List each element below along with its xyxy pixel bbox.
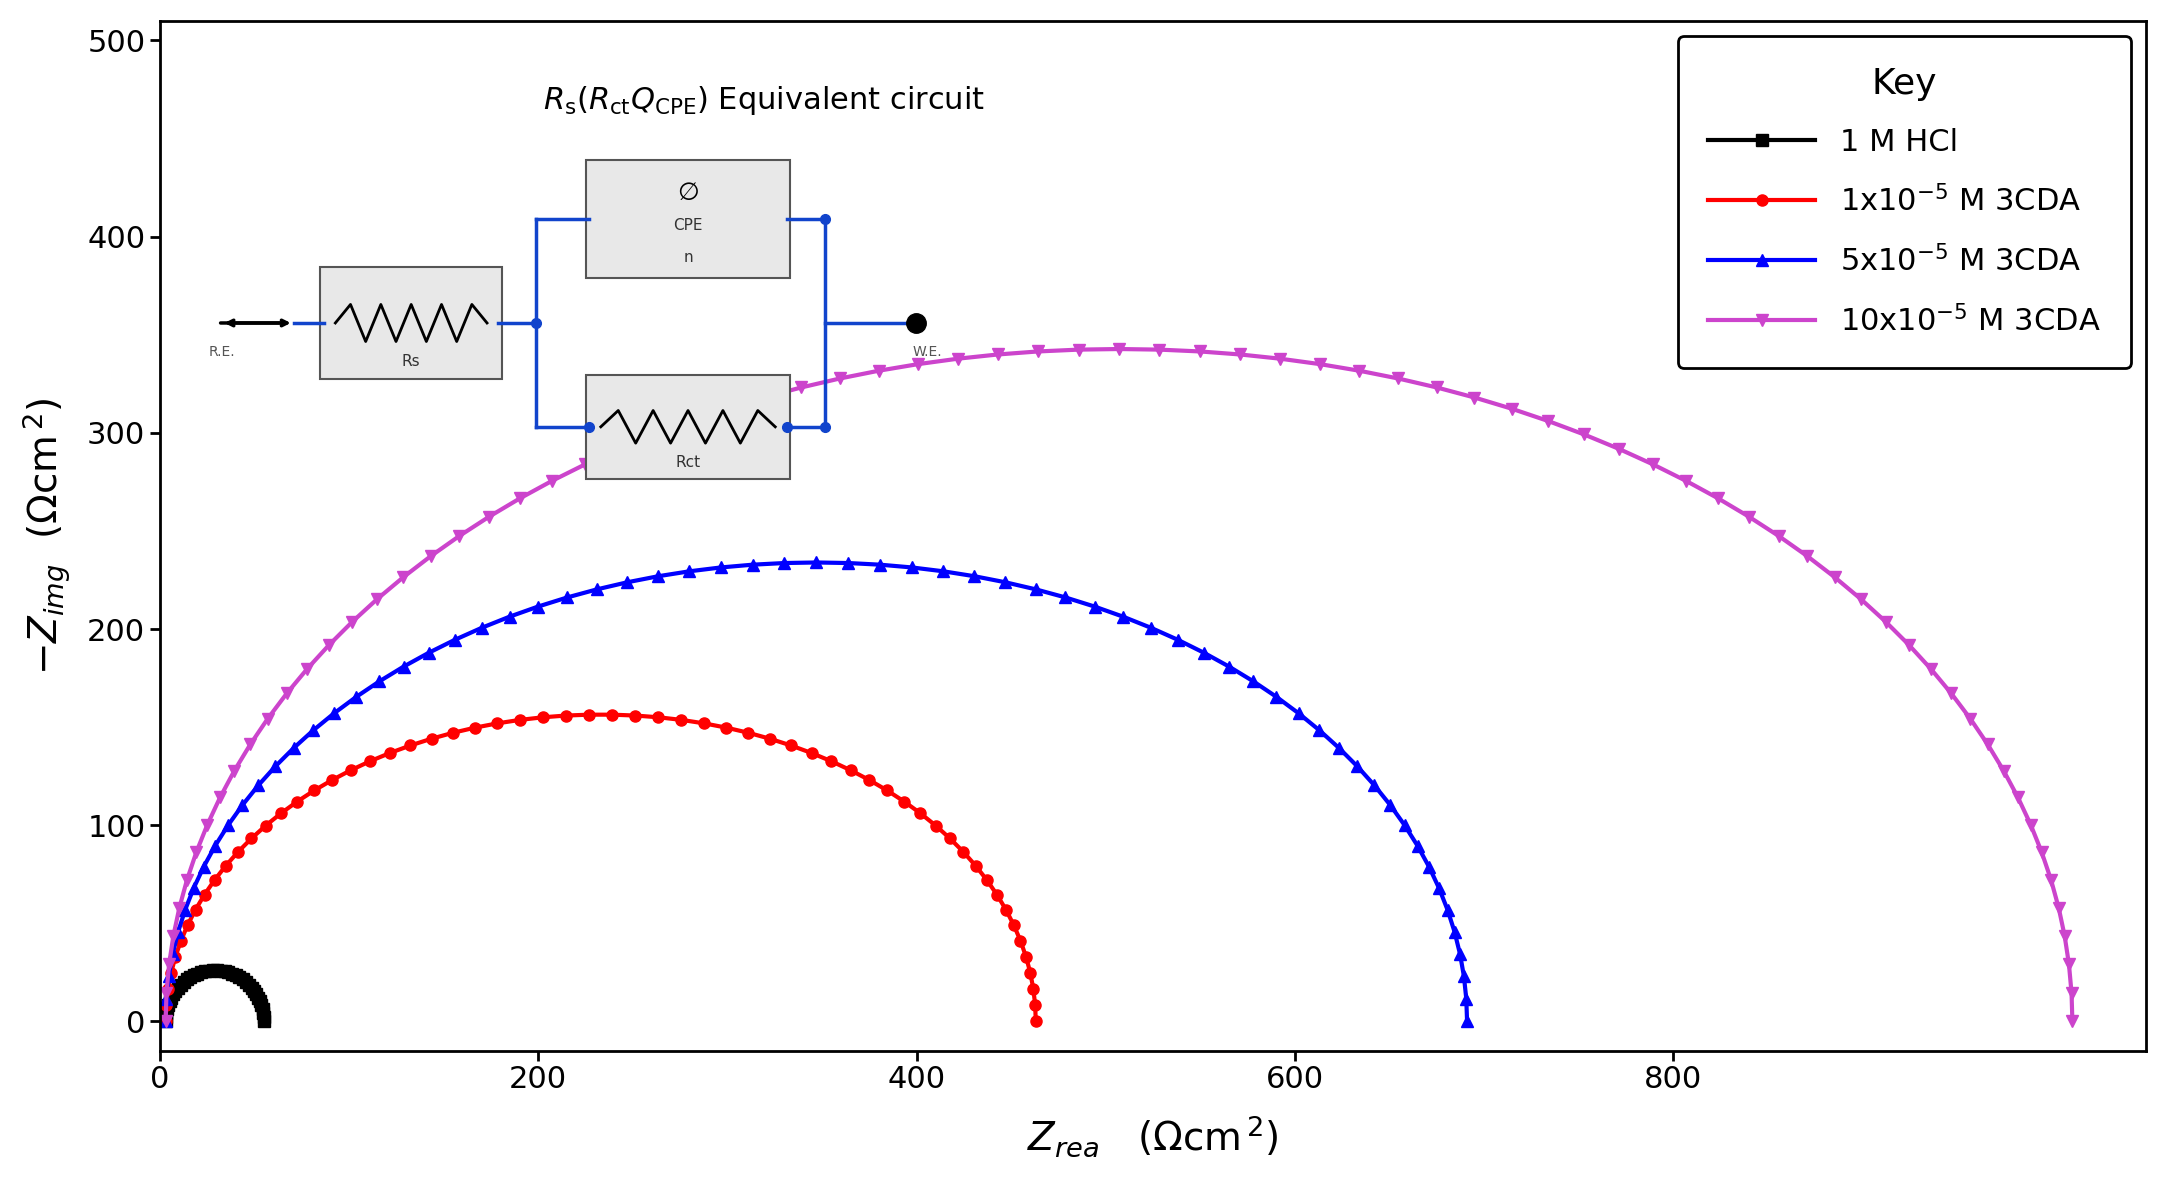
- Legend: 1 M HCl, 1x10$^{-5}$ M 3CDA, 5x10$^{-5}$ M 3CDA, 10x10$^{-5}$ M 3CDA: 1 M HCl, 1x10$^{-5}$ M 3CDA, 5x10$^{-5}$…: [1677, 37, 2130, 368]
- FancyBboxPatch shape: [585, 375, 791, 479]
- Text: Rs: Rs: [401, 354, 420, 369]
- FancyBboxPatch shape: [321, 268, 503, 379]
- X-axis label: $Z_{\mathit{rea}}$   ($\Omega$cm$^{\,2}$): $Z_{\mathit{rea}}$ ($\Omega$cm$^{\,2}$): [1027, 1114, 1279, 1159]
- Y-axis label: $-Z_{\mathit{img}}$  ($\Omega$cm$^{\,2}$): $-Z_{\mathit{img}}$ ($\Omega$cm$^{\,2}$): [22, 398, 74, 675]
- Text: W.E.: W.E.: [912, 346, 943, 360]
- Text: $\varnothing$: $\varnothing$: [676, 182, 700, 205]
- Text: $R_{\rm s}$($R_{\rm ct}Q_{\rm CPE}$) Equivalent circuit: $R_{\rm s}$($R_{\rm ct}Q_{\rm CPE}$) Equ…: [544, 84, 984, 117]
- Text: CPE: CPE: [674, 217, 702, 232]
- Text: n: n: [683, 250, 693, 266]
- FancyBboxPatch shape: [585, 159, 791, 278]
- Text: R.E.: R.E.: [208, 346, 234, 360]
- Text: Rct: Rct: [676, 455, 700, 470]
